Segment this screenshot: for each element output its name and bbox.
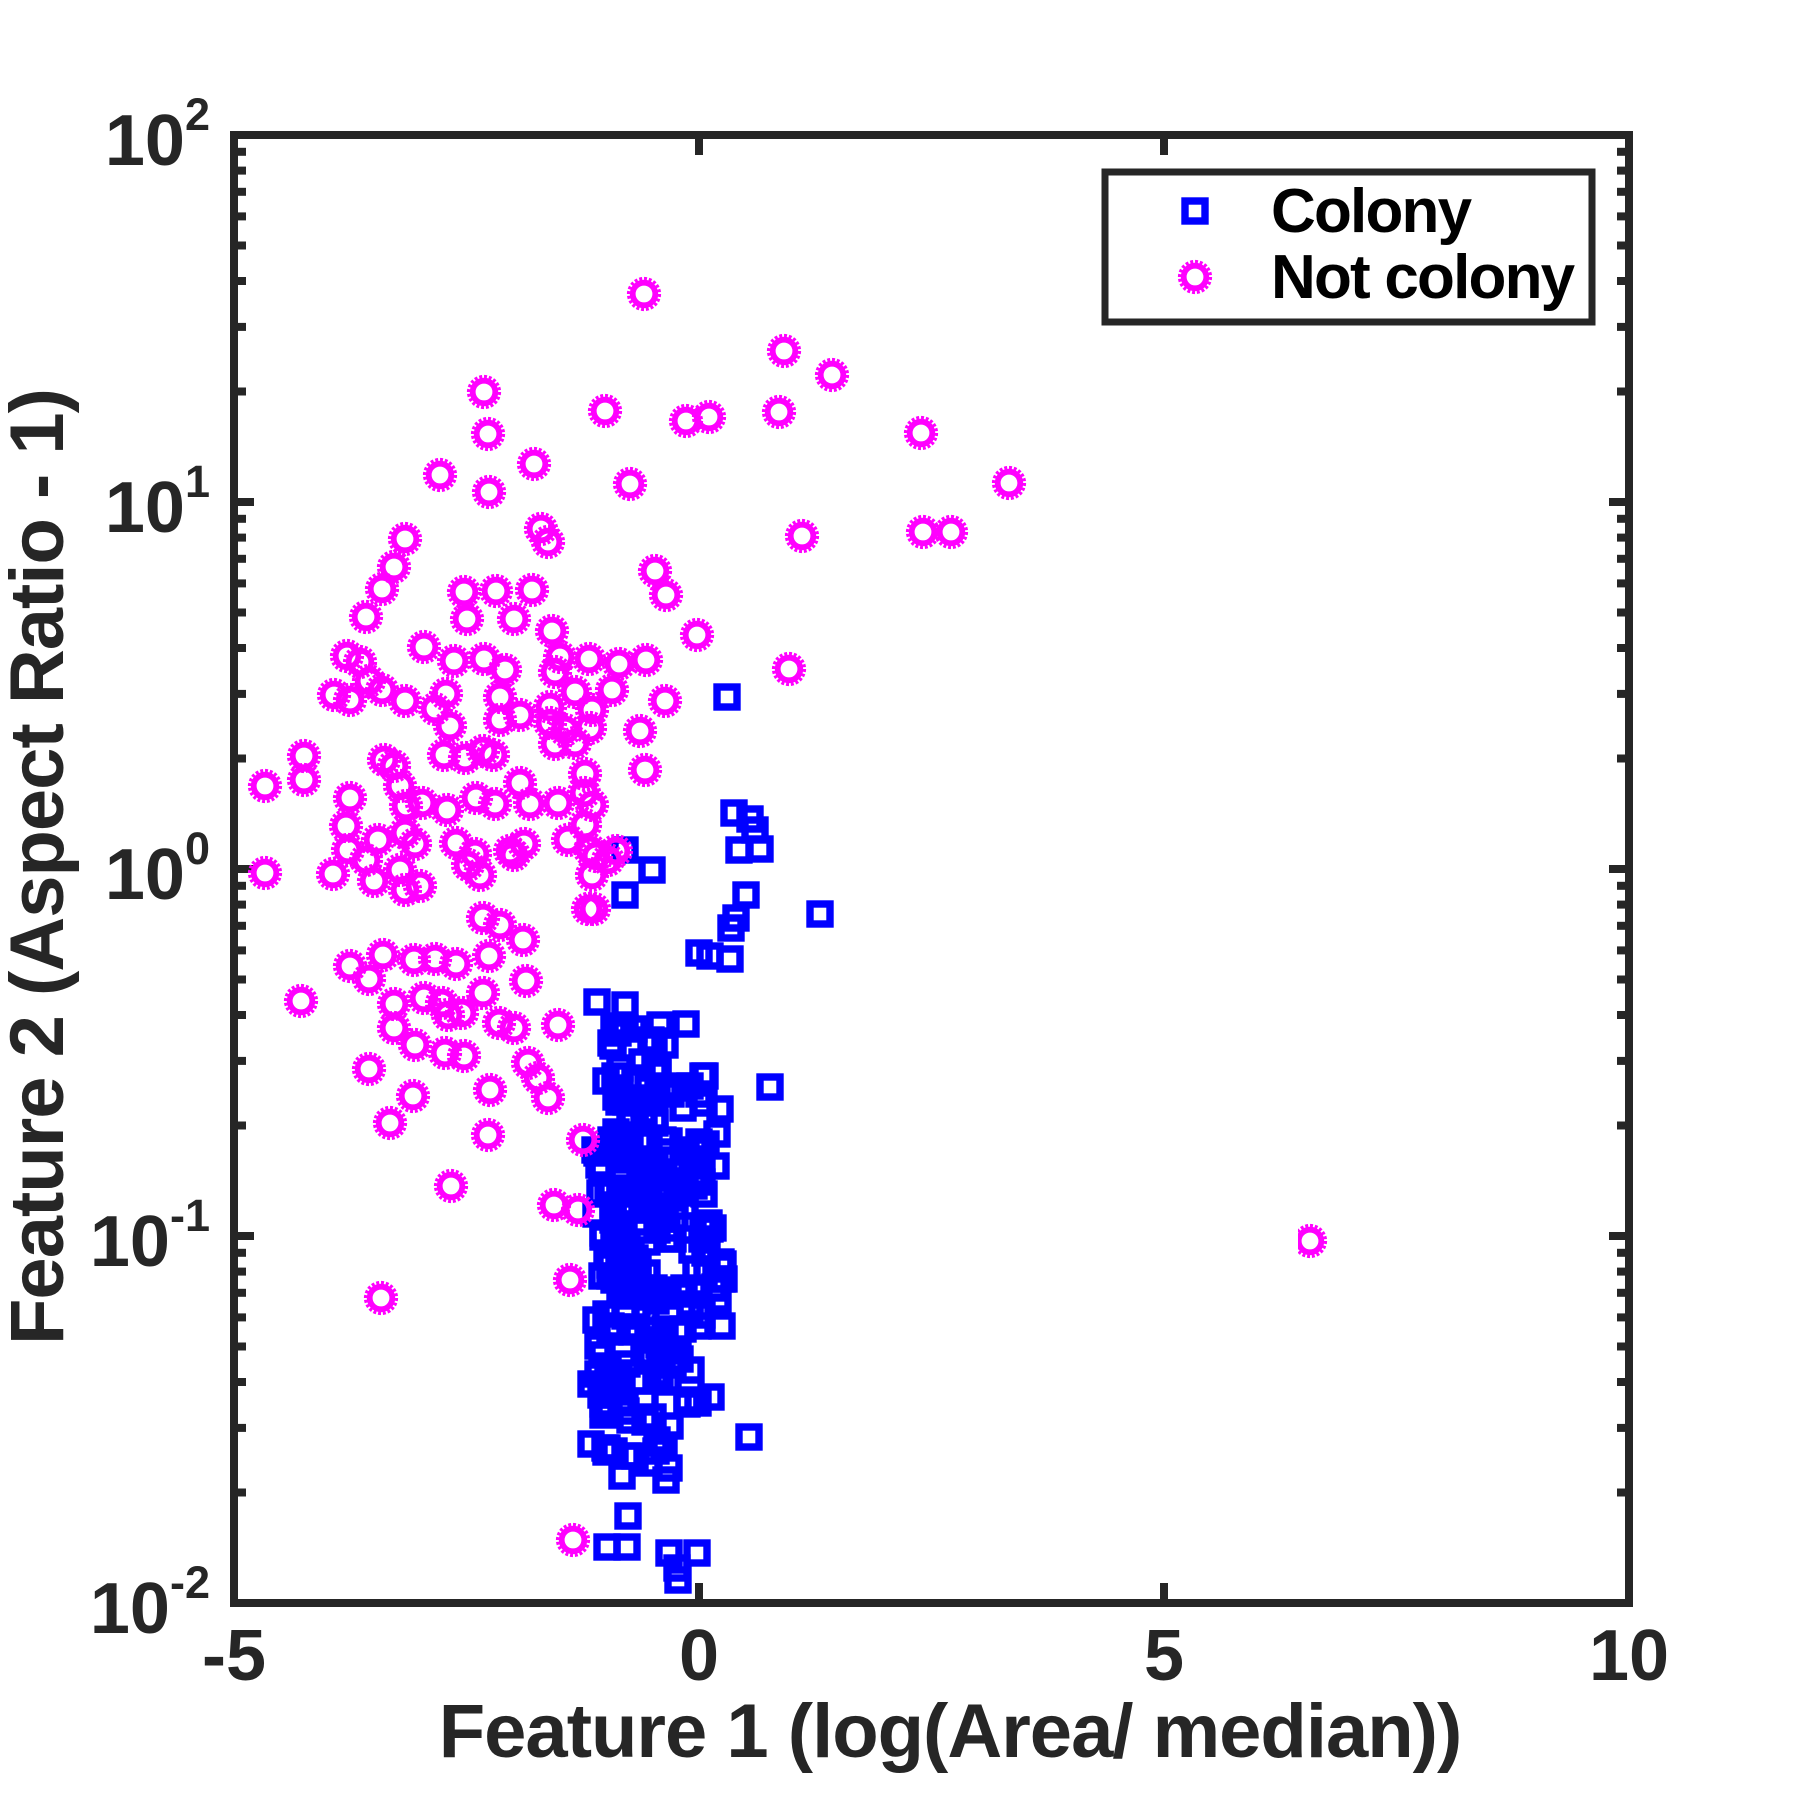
svg-text:102: 102 bbox=[105, 89, 210, 181]
svg-text:Not colony: Not colony bbox=[1271, 243, 1576, 312]
svg-text:-5: -5 bbox=[202, 1616, 266, 1696]
svg-text:Colony: Colony bbox=[1271, 177, 1473, 246]
svg-text:101: 101 bbox=[105, 456, 210, 548]
svg-text:0: 0 bbox=[679, 1616, 719, 1696]
svg-text:Feature 2 (Aspect Ratio - 1): Feature 2 (Aspect Ratio - 1) bbox=[0, 389, 80, 1345]
svg-text:Feature 1 (log(Area/ median)): Feature 1 (log(Area/ median)) bbox=[439, 1689, 1462, 1774]
svg-text:10: 10 bbox=[1589, 1616, 1669, 1696]
svg-text:10-2: 10-2 bbox=[90, 1557, 210, 1649]
svg-text:10-1: 10-1 bbox=[90, 1190, 210, 1282]
svg-text:100: 100 bbox=[105, 823, 210, 915]
svg-text:5: 5 bbox=[1144, 1616, 1184, 1696]
